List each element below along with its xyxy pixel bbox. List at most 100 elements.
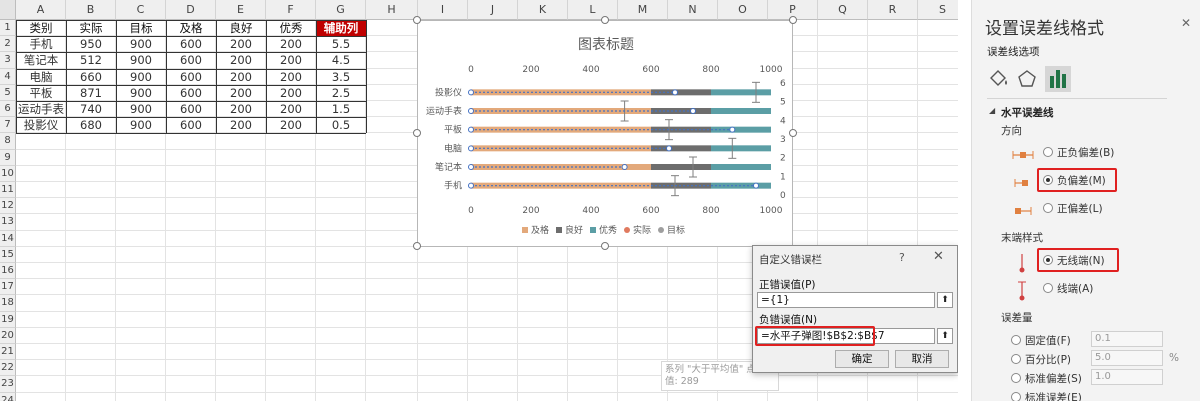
radio-cap-label[interactable]: 线端(A) [1057,283,1094,295]
table-cell[interactable]: 512 [80,53,102,68]
radio-no-cap[interactable] [1043,255,1053,265]
collapse-icon[interactable]: ⬆ [937,328,953,344]
bar-chart-icon[interactable] [1050,70,1066,88]
radio-fixed[interactable] [1011,335,1021,345]
radio-plus-label[interactable]: 正偏差(L) [1057,203,1103,215]
resize-handle[interactable] [413,16,421,24]
radio-minus-label[interactable]: 负偏差(M) [1057,175,1106,187]
table-cell[interactable]: 200 [230,102,252,116]
column-header[interactable]: A [16,0,66,20]
table-cell[interactable]: 600 [180,53,202,68]
table-header-cell[interactable]: 实际 [79,21,103,35]
chart-area[interactable]: 图表标题 0 0 200 200 400 400 600 600 800 800 1000 1000 0 1… [417,20,793,247]
ok-button[interactable]: 确定 [835,350,889,368]
column-header[interactable]: L [568,0,618,20]
bullet-chart[interactable]: 图表标题 0 0 200 200 400 400 600 600 800 800 1000 1000 0 1… [418,21,794,248]
column-header[interactable]: N [668,0,718,20]
table-cell[interactable]: 笔记本 [23,53,59,68]
table-cell[interactable]: 600 [180,102,202,116]
radio-stdev-label[interactable]: 标准偏差(S) [1025,373,1082,385]
table-cell[interactable]: 600 [180,85,202,100]
column-header[interactable]: G [316,0,366,20]
table-cell[interactable]: 3.5 [331,69,351,84]
row-header[interactable]: 16 [0,263,16,280]
column-header[interactable]: F [266,0,316,20]
row-header[interactable]: 1 [0,20,16,37]
table-header-cell[interactable]: 目标 [129,21,153,35]
table-cell[interactable]: 平板 [29,85,53,100]
radio-fixed-label[interactable]: 固定值(F) [1025,335,1071,347]
table-cell[interactable]: 900 [130,85,152,100]
fill-icon[interactable] [990,70,1007,86]
section-title[interactable]: 水平误差线 [1001,107,1054,119]
stdev-value-input[interactable]: 1.0 [1091,369,1163,385]
radio-plus[interactable] [1043,203,1053,213]
table-cell[interactable]: 5.5 [331,37,351,52]
row-header[interactable]: 23 [0,376,16,393]
radio-stderr-label[interactable]: 标准误差(E) [1025,392,1082,401]
table-cell[interactable]: 600 [180,69,202,84]
radio-stdev[interactable] [1011,373,1021,383]
table-cell[interactable]: 运动手表 [18,102,64,116]
row-header[interactable]: 2 [0,36,16,53]
table-cell[interactable]: 660 [80,69,102,84]
cancel-button[interactable]: 取消 [895,350,949,368]
close-icon[interactable]: ✕ [933,249,944,264]
row-header[interactable]: 19 [0,311,16,328]
table-cell[interactable]: 200 [230,37,252,52]
resize-handle[interactable] [789,16,797,24]
radio-both-label[interactable]: 正负偏差(B) [1057,147,1115,159]
row-header[interactable]: 15 [0,246,16,263]
row-header[interactable]: 5 [0,84,16,101]
table-cell[interactable]: 200 [230,69,252,84]
row-header[interactable]: 8 [0,133,16,150]
table-cell[interactable]: 电脑 [29,69,53,84]
row-header[interactable]: 4 [0,68,16,85]
resize-handle[interactable] [413,129,421,137]
table-cell[interactable]: 手机 [29,37,53,52]
row-header[interactable]: 13 [0,214,16,231]
table-cell[interactable]: 900 [130,37,152,52]
row-header[interactable]: 9 [0,149,16,166]
radio-both[interactable] [1043,147,1053,157]
table-cell[interactable]: 2.5 [331,85,351,100]
table-cell[interactable]: 900 [130,69,152,84]
table-cell[interactable]: 680 [80,118,102,133]
table-header-cell[interactable]: 及格 [179,21,203,35]
row-header[interactable]: 10 [0,165,16,182]
table-cell[interactable]: 4.5 [331,53,351,68]
help-icon[interactable]: ? [899,251,905,264]
table-cell[interactable]: 200 [280,53,302,68]
table-cell[interactable]: 200 [230,53,252,68]
effects-pentagon-icon[interactable] [1018,70,1036,87]
table-cell[interactable]: 950 [80,37,102,52]
row-header[interactable]: 24 [0,392,16,401]
column-header[interactable]: B [66,0,116,20]
row-header[interactable]: 7 [0,117,16,134]
fixed-value-input[interactable]: 0.1 [1091,331,1163,347]
column-header[interactable]: I [418,0,468,20]
table-cell[interactable]: 900 [130,102,152,116]
table-header-cell[interactable]: 优秀 [279,21,303,35]
resize-handle[interactable] [601,242,609,250]
radio-stderr[interactable] [1011,392,1021,401]
pane-scrollbar[interactable] [958,0,972,401]
row-header[interactable]: 21 [0,344,16,361]
close-icon[interactable]: ✕ [1181,16,1192,30]
radio-percent-label[interactable]: 百分比(P) [1025,354,1072,366]
column-header[interactable]: O [718,0,768,20]
table-header-cell[interactable]: 类别 [29,21,53,35]
column-header[interactable]: K [518,0,568,20]
table-cell[interactable]: 200 [280,37,302,52]
radio-no-cap-label[interactable]: 无线端(N) [1057,255,1105,267]
table-cell[interactable]: 200 [230,118,252,133]
row-header[interactable]: 3 [0,52,16,69]
table-cell[interactable]: 200 [280,102,302,116]
collapse-icon[interactable]: ⬆ [937,292,953,308]
table-cell[interactable]: 200 [280,85,302,100]
row-header[interactable]: 18 [0,295,16,312]
row-header[interactable]: 22 [0,360,16,377]
table-cell[interactable]: 投影仪 [23,118,59,133]
column-header[interactable]: D [166,0,216,20]
